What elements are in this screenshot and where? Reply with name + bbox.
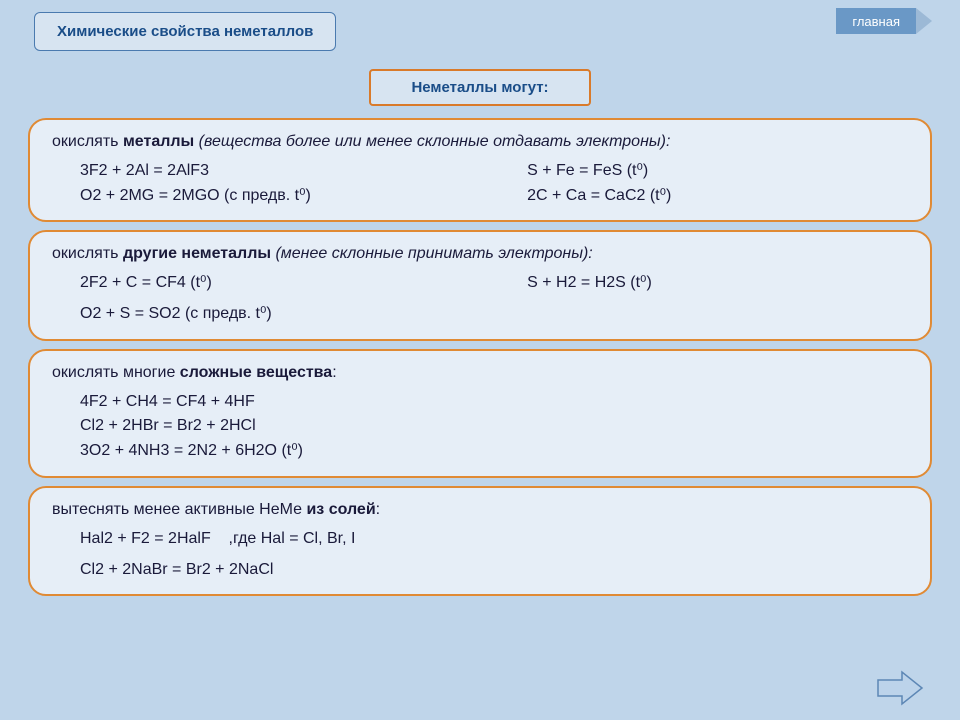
equation: Cl2 + 2HBr = Br2 + 2HCl — [80, 414, 527, 439]
text: окислять — [52, 245, 123, 262]
top-row: Химические свойства неметаллов — [28, 12, 932, 51]
home-button[interactable]: главная — [836, 8, 932, 34]
equation: 2C + Ca = CaC2 (t⁰) — [527, 184, 908, 209]
text-bold: сложные вещества — [180, 364, 332, 381]
property-card: вытеснять менее активные НеМе из солей: … — [28, 486, 932, 596]
equation-row: O2 + S = SO2 (с предв. t⁰) — [52, 302, 908, 327]
next-button[interactable] — [876, 670, 924, 706]
equation: O2 + 2MG = 2MGO (с предв. t⁰) — [80, 184, 527, 209]
text-italic: (вещества более или менее склонные отдав… — [199, 133, 671, 150]
card-intro: окислять многие сложные вещества: — [52, 361, 908, 386]
property-card: окислять многие сложные вещества: 4F2 + … — [28, 349, 932, 478]
slide-page: Химические свойства неметаллов главная Н… — [0, 0, 960, 720]
text: вытеснять менее активные НеМе — [52, 501, 306, 518]
equation: Hal2 + F2 = 2HalF ,где Hal = Cl, Br, I — [80, 527, 355, 552]
text: окислять — [52, 133, 123, 150]
equation-row: 3O2 + 4NH3 = 2N2 + 6H2O (t⁰) — [52, 439, 908, 464]
equation-row: Cl2 + 2HBr = Br2 + 2HCl — [52, 414, 908, 439]
text-bold: из солей — [306, 501, 375, 518]
property-card: окислять другие неметаллы (менее склонны… — [28, 230, 932, 340]
text: : — [376, 501, 380, 518]
text-bold: металлы — [123, 133, 199, 150]
equation-row: 2F2 + C = CF4 (t⁰) S + H2 = H2S (t⁰) — [52, 271, 908, 296]
equation: S + Fe = FeS (t⁰) — [527, 159, 908, 184]
equation: O2 + S = SO2 (с предв. t⁰) — [80, 302, 527, 327]
arrow-right-icon — [876, 670, 924, 706]
equation-row: O2 + 2MG = 2MGO (с предв. t⁰) 2C + Ca = … — [52, 184, 908, 209]
property-card: окислять металлы (вещества более или мен… — [28, 118, 932, 222]
page-title: Химические свойства неметаллов — [34, 12, 336, 51]
subtitle-box: Неметаллы могут: — [369, 69, 590, 106]
equation-row: 3F2 + 2Al = 2AlF3 S + Fe = FeS (t⁰) — [52, 159, 908, 184]
equation: S + H2 = H2S (t⁰) — [527, 271, 908, 296]
equation: Cl2 + 2NaBr = Br2 + 2NaCl — [80, 558, 273, 583]
equation: 2F2 + C = CF4 (t⁰) — [80, 271, 527, 296]
card-intro: окислять другие неметаллы (менее склонны… — [52, 242, 908, 267]
equation: 3F2 + 2Al = 2AlF3 — [80, 159, 527, 184]
equation: 4F2 + CH4 = CF4 + 4HF — [80, 390, 527, 415]
chevron-right-icon — [916, 8, 932, 34]
text-italic: (менее склонные принимать электроны): — [275, 245, 592, 262]
equation-row: Hal2 + F2 = 2HalF ,где Hal = Cl, Br, I — [52, 527, 908, 552]
text: : — [332, 364, 336, 381]
home-button-label: главная — [836, 8, 916, 34]
card-intro: окислять металлы (вещества более или мен… — [52, 130, 908, 155]
equation-row: 4F2 + CH4 = CF4 + 4HF — [52, 390, 908, 415]
equation — [527, 302, 908, 327]
card-intro: вытеснять менее активные НеМе из солей: — [52, 498, 908, 523]
text: окислять многие — [52, 364, 180, 381]
text-bold: другие неметаллы — [123, 245, 276, 262]
equation: 3O2 + 4NH3 = 2N2 + 6H2O (t⁰) — [80, 439, 527, 464]
equation-row: Cl2 + 2NaBr = Br2 + 2NaCl — [52, 558, 908, 583]
